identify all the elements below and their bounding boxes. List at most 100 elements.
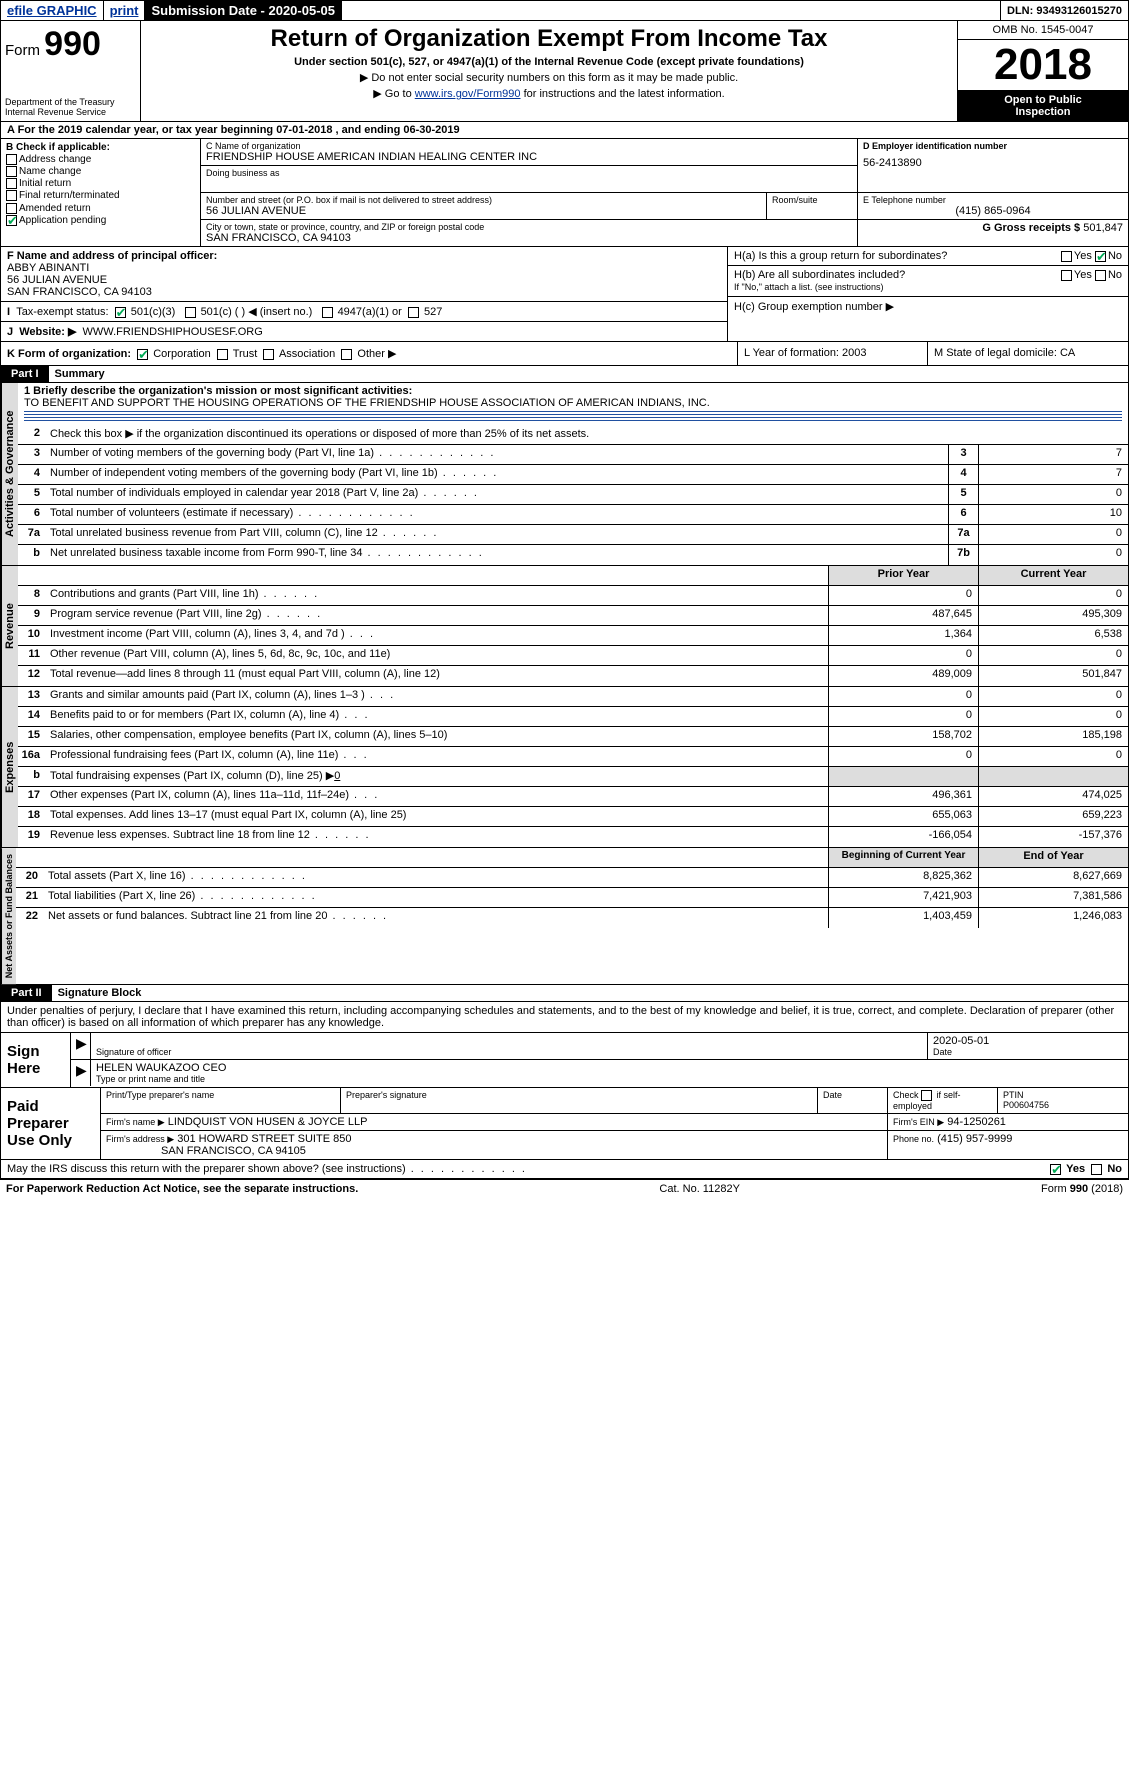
line-12: Total revenue—add lines 8 through 11 (mu… (46, 666, 828, 686)
efile-header: efile GRAPHIC print Submission Date - 20… (0, 0, 1129, 21)
val-4: 7 (978, 465, 1128, 484)
paid-preparer-block: Paid Preparer Use Only Print/Type prepar… (0, 1088, 1129, 1160)
hdr-current-year: Current Year (978, 566, 1128, 585)
line-11: Other revenue (Part VIII, column (A), li… (46, 646, 828, 665)
h-c: H(c) Group exemption number ▶ (728, 297, 1128, 316)
ptin-value: P00604756 (1003, 1100, 1049, 1110)
city-value: SAN FRANCISCO, CA 94103 (206, 232, 852, 244)
form-number: 990 (44, 25, 101, 63)
line-13: Grants and similar amounts paid (Part IX… (46, 687, 828, 706)
line-19: Revenue less expenses. Subtract line 18 … (46, 827, 828, 847)
cb-501c[interactable] (185, 307, 196, 318)
form-title: Return of Organization Exempt From Incom… (149, 25, 949, 53)
print-link[interactable]: print (110, 3, 139, 18)
form-header: Form 990 Department of the Treasury Inte… (0, 21, 1129, 122)
line-4: Number of independent voting members of … (46, 465, 948, 484)
room-label: Room/suite (767, 193, 857, 219)
cb-application-pending[interactable]: Application pending (6, 215, 195, 226)
officer-addr2: SAN FRANCISCO, CA 94103 (7, 286, 152, 298)
sig-date: 2020-05-01 (933, 1035, 1123, 1047)
street-value: 56 JULIAN AVENUE (206, 205, 761, 217)
open-public-badge: Open to Public Inspection (958, 91, 1128, 121)
firm-phone: (415) 957-9999 (937, 1133, 1012, 1145)
sign-here-label: Sign Here (1, 1033, 71, 1087)
street-label: Number and street (or P.O. box if mail i… (206, 195, 761, 205)
cb-discuss-yes[interactable] (1050, 1164, 1061, 1175)
cb-ha-no[interactable] (1095, 251, 1106, 262)
line-18: Total expenses. Add lines 13–17 (must eq… (46, 807, 828, 826)
line-16a: Professional fundraising fees (Part IX, … (46, 747, 828, 766)
cb-name-change[interactable]: Name change (6, 166, 195, 177)
cb-hb-no[interactable] (1095, 270, 1106, 281)
m-state: M State of legal domicile: CA (928, 342, 1128, 365)
val-3: 7 (978, 445, 1128, 464)
prep-self-employed: Check if self-employed (888, 1088, 998, 1113)
col-b-checkboxes: B Check if applicable: Address change Na… (1, 139, 201, 246)
ein-value: 56-2413890 (863, 157, 1123, 169)
line-21: Total liabilities (Part X, line 26) (44, 888, 828, 907)
cb-hb-yes[interactable] (1061, 270, 1072, 281)
tab-net-assets: Net Assets or Fund Balances (1, 848, 16, 984)
cb-corp[interactable] (137, 349, 148, 360)
cb-self-employed[interactable] (921, 1090, 932, 1101)
line-1-mission: 1 Briefly describe the organization's mi… (18, 383, 1128, 425)
cb-ha-yes[interactable] (1061, 251, 1072, 262)
form-label: Form (5, 42, 40, 59)
cb-final-return[interactable]: Final return/terminated (6, 190, 195, 201)
cb-4947[interactable] (322, 307, 333, 318)
phone-value: (415) 865-0964 (863, 205, 1123, 217)
sign-here-block: Sign Here ▶ Signature of officer 2020-05… (0, 1033, 1129, 1088)
val-7b: 0 (978, 545, 1128, 565)
firm-addr1: 301 HOWARD STREET SUITE 850 (177, 1133, 351, 1145)
irs-link[interactable]: www.irs.gov/Form990 (415, 88, 521, 100)
line-14: Benefits paid to or for members (Part IX… (46, 707, 828, 726)
city-label: City or town, state or province, country… (206, 222, 852, 232)
block-bcd: B Check if applicable: Address change Na… (0, 139, 1129, 247)
line-6: Total number of volunteers (estimate if … (46, 505, 948, 524)
cb-address-change[interactable]: Address change (6, 154, 195, 165)
cb-trust[interactable] (217, 349, 228, 360)
h-a: H(a) Is this a group return for subordin… (728, 247, 1128, 266)
val-5: 0 (978, 485, 1128, 504)
hdr-beginning: Beginning of Current Year (828, 848, 978, 867)
firm-ein: 94-1250261 (947, 1116, 1006, 1128)
g-gross-label: G Gross receipts $ (982, 222, 1080, 234)
section-activities-governance: Activities & Governance 1 Briefly descri… (0, 383, 1129, 566)
efile-link[interactable]: efile GRAPHIC (7, 3, 97, 18)
line-22: Net assets or fund balances. Subtract li… (44, 908, 828, 928)
cb-amended-return[interactable]: Amended return (6, 203, 195, 214)
omb-number: OMB No. 1545-0047 (958, 21, 1128, 40)
row-a-period: A For the 2019 calendar year, or tax yea… (0, 122, 1129, 139)
cb-discuss-no[interactable] (1091, 1164, 1102, 1175)
part-ii-header: Part II Signature Block (0, 985, 1129, 1002)
perjury-statement: Under penalties of perjury, I declare th… (0, 1002, 1129, 1033)
firm-addr2: SAN FRANCISCO, CA 94105 (161, 1145, 306, 1157)
cb-527[interactable] (408, 307, 419, 318)
section-revenue: Revenue Prior Year Current Year 8Contrib… (0, 566, 1129, 687)
val-6: 10 (978, 505, 1128, 524)
dept-treasury: Department of the Treasury Internal Reve… (5, 97, 136, 117)
part-i-header: Part I Summary (0, 366, 1129, 383)
mission-text: TO BENEFIT AND SUPPORT THE HOUSING OPERA… (24, 397, 1122, 409)
line-7b: Net unrelated business taxable income fr… (46, 545, 948, 565)
paid-preparer-label: Paid Preparer Use Only (1, 1088, 101, 1159)
tax-year: 2018 (958, 40, 1128, 91)
form-note-goto: ▶ Go to www.irs.gov/Form990 for instruct… (149, 87, 949, 100)
line-5: Total number of individuals employed in … (46, 485, 948, 504)
c-name-label: C Name of organization (206, 141, 852, 151)
line-15: Salaries, other compensation, employee b… (46, 727, 828, 746)
dba-label: Doing business as (206, 168, 852, 178)
cb-assoc[interactable] (263, 349, 274, 360)
line-7a: Total unrelated business revenue from Pa… (46, 525, 948, 544)
block-fijh: F Name and address of principal officer:… (0, 247, 1129, 342)
officer-name: ABBY ABINANTI (7, 262, 89, 274)
cb-initial-return[interactable]: Initial return (6, 178, 195, 189)
line-2: Check this box ▶ if the organization dis… (46, 425, 1128, 444)
e-phone-label: E Telephone number (863, 195, 1123, 205)
cb-other[interactable] (341, 349, 352, 360)
tab-revenue: Revenue (1, 566, 18, 686)
cb-501c3[interactable] (115, 307, 126, 318)
section-net-assets: Net Assets or Fund Balances Beginning of… (0, 848, 1129, 985)
page-footer: For Paperwork Reduction Act Notice, see … (0, 1179, 1129, 1198)
hdr-end: End of Year (978, 848, 1128, 867)
